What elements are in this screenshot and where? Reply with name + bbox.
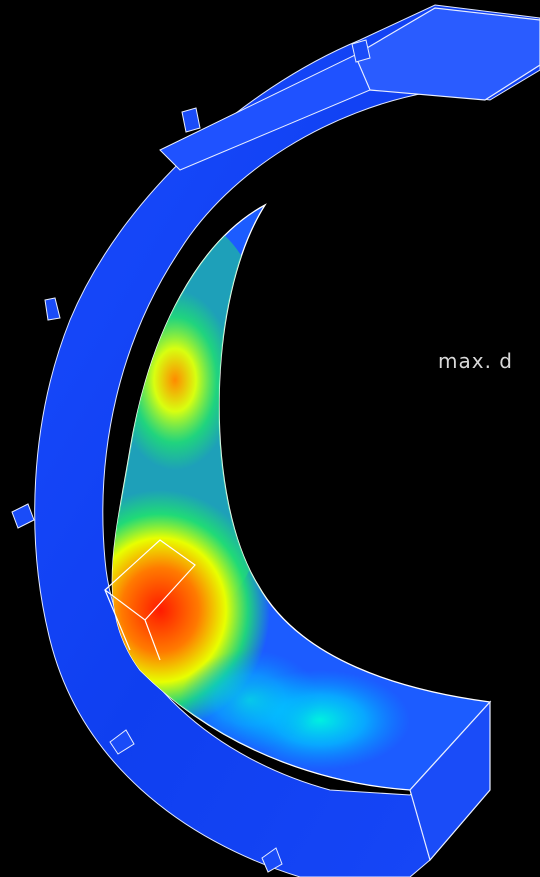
annotation: max. d [438, 349, 513, 373]
fea-render: max. d [0, 0, 540, 877]
screenshot: max. d [0, 0, 540, 877]
